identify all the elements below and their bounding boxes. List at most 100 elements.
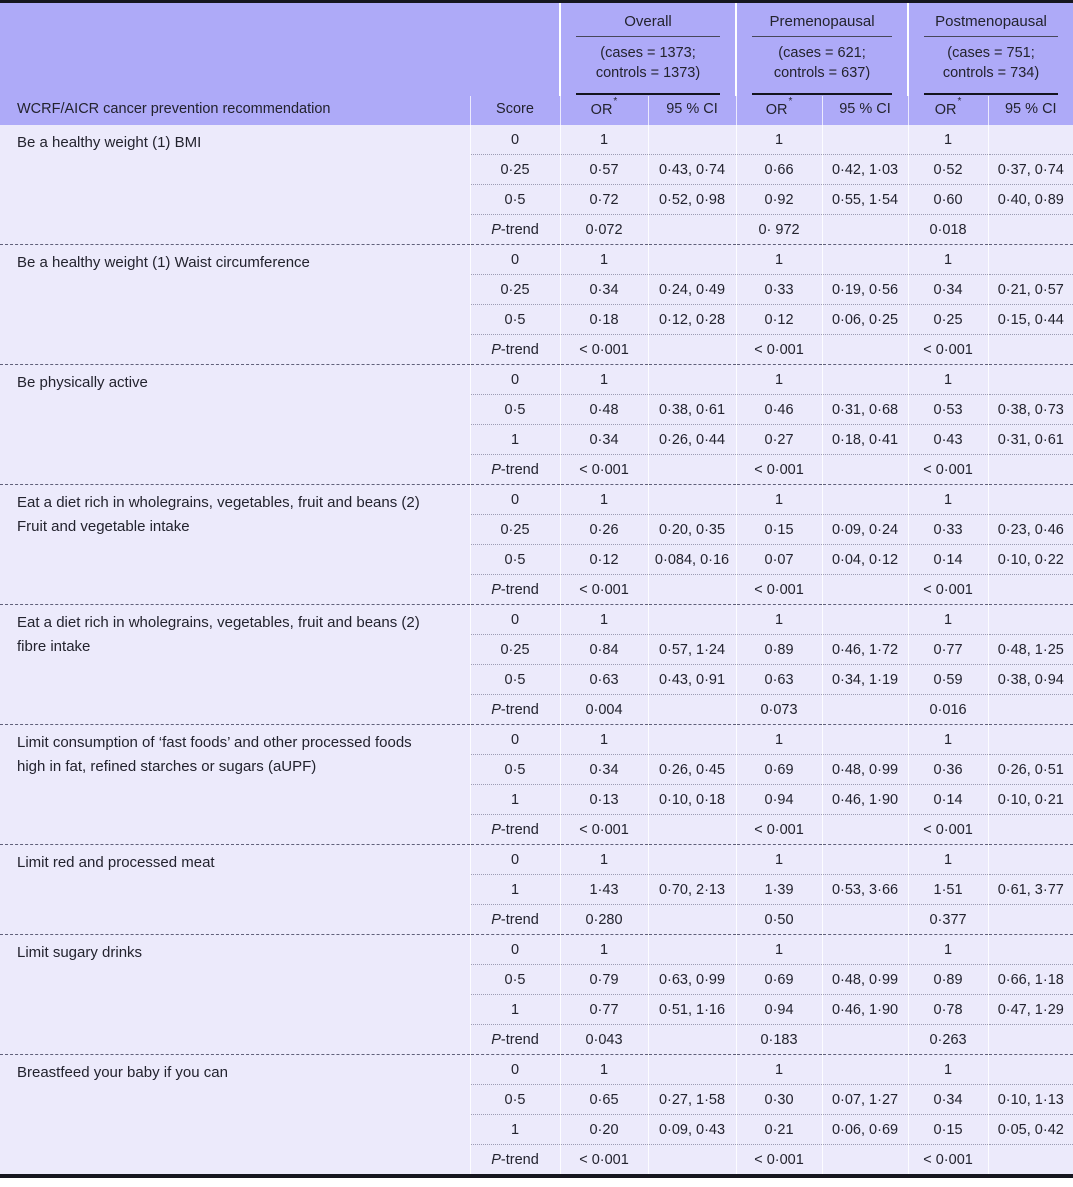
ci-value [987, 844, 1073, 875]
recommendation-column-header: WCRF/AICR cancer prevention recommendati… [0, 95, 470, 126]
p-italic: P [491, 581, 501, 598]
ci-value [987, 694, 1073, 725]
ci-value [821, 454, 909, 485]
ci-value: 0·05, 0·42 [987, 1114, 1073, 1145]
ci-value [821, 724, 909, 755]
or-value: 1 [735, 364, 823, 395]
or-value: 1 [907, 484, 989, 515]
group-header-postmenopausal: Postmenopausal [907, 1, 1073, 35]
ci-value: 0·20, 0·35 [647, 514, 737, 545]
score-cell: 0·5 [469, 304, 560, 335]
score-cell: 0 [469, 724, 560, 755]
ci-value: 0·084, 0·16 [647, 544, 737, 575]
or-value: 1 [907, 244, 989, 275]
or-value: < 0·001 [735, 1144, 823, 1177]
ci-value [647, 214, 737, 245]
or-value: 0·52 [907, 154, 989, 185]
ci-value [821, 484, 909, 515]
ci-value [987, 364, 1073, 395]
or-value: 0·27 [735, 424, 823, 455]
ci-value: 0·26, 0·51 [987, 754, 1073, 785]
ci-value [647, 844, 737, 875]
ci-value [647, 125, 737, 155]
or-value: 0·60 [907, 184, 989, 215]
or-value: < 0·001 [735, 814, 823, 845]
table-row: 0·5 0·79 0·63, 0·99 0·69 0·48, 0·99 0·89 0·66,… [0, 964, 1073, 995]
ci-value [647, 604, 737, 635]
ci-value: 0·55, 1·54 [821, 184, 909, 215]
or-value: 1 [907, 604, 989, 635]
recommendation-label: Breastfeed your baby if you can [0, 1054, 470, 1177]
score-cell: 0·25 [469, 514, 560, 545]
ci-value [987, 1024, 1073, 1055]
ci-value: 0·38, 0·61 [647, 394, 737, 425]
or-value: 0·004 [559, 694, 648, 725]
header-spacer [0, 35, 560, 96]
or-value: < 0·001 [559, 574, 648, 605]
ci-column-header-overall: 95 % CI [647, 95, 737, 126]
p-italic: P [491, 1031, 501, 1048]
cases-line: (cases = 1373; [600, 45, 696, 61]
or-value: 0·34 [559, 274, 648, 305]
or-value: 0·043 [559, 1024, 648, 1055]
ci-value [647, 484, 737, 515]
ci-value: 0·34, 1·19 [821, 664, 909, 695]
or-value: 1 [735, 604, 823, 635]
recommendation-label: Be a healthy weight (1) BMI [0, 125, 470, 245]
recommendation-label: Limit red and processed meat [0, 844, 470, 935]
ci-value: 0·38, 0·94 [987, 664, 1073, 695]
ci-value: 0·63, 0·99 [647, 964, 737, 995]
score-cell: 0·5 [469, 754, 560, 785]
table-row: P-trend 0·280 0·50 0·377 [0, 904, 1073, 935]
or-value: 0·63 [735, 664, 823, 695]
ci-value: 0·09, 0·24 [821, 514, 909, 545]
or-value: 1 [559, 604, 648, 635]
p-trend-label: P-trend [469, 1144, 560, 1177]
cases-line: (cases = 751; [947, 45, 1035, 61]
ci-column-header-postmenopausal: 95 % CI [987, 95, 1073, 126]
score-cell: 0 [469, 934, 560, 965]
table-row: 0·25 0·57 0·43, 0·74 0·66 0·42, 1·03 0·52 0·37… [0, 154, 1073, 185]
or-value: 0·377 [907, 904, 989, 935]
ci-value: 0·10, 0·18 [647, 784, 737, 815]
ci-value: 0·10, 0·21 [987, 784, 1073, 815]
ci-value [647, 244, 737, 275]
or-value: 0·89 [735, 634, 823, 665]
or-value: 0·69 [735, 964, 823, 995]
controls-line: controls = 637) [773, 65, 871, 82]
score-cell: 0·25 [469, 154, 560, 185]
or-value: < 0·001 [559, 454, 648, 485]
ci-value: 0·31, 0·68 [821, 394, 909, 425]
ci-value: 0·46, 1·90 [821, 994, 909, 1025]
or-value: 0·92 [735, 184, 823, 215]
or-value: 0·34 [907, 274, 989, 305]
ci-value [821, 334, 909, 365]
cases-cell-overall: (cases = 1373; controls = 1373) [558, 35, 737, 96]
or-value: 1 [735, 244, 823, 275]
ci-value: 0·61, 3·77 [987, 874, 1073, 905]
or-value: 0·63 [559, 664, 648, 695]
or-value: 1 [907, 724, 989, 755]
ci-value: 0·26, 0·44 [647, 424, 737, 455]
or-value: 0·016 [907, 694, 989, 725]
table-row: 0·25 0·26 0·20, 0·35 0·15 0·09, 0·24 0·33 0·23… [0, 514, 1073, 545]
cases-cell-premenopausal: (cases = 621; controls = 637) [735, 35, 909, 96]
or-value: 0·12 [735, 304, 823, 335]
ci-value [987, 454, 1073, 485]
score-column-header: Score [469, 95, 560, 126]
or-value: 0·073 [735, 694, 823, 725]
score-cell: 0 [469, 844, 560, 875]
or-value: 1 [559, 1054, 648, 1085]
or-value: 1 [907, 125, 989, 155]
or-value: 0·66 [735, 154, 823, 185]
or-value: 0·65 [559, 1084, 648, 1115]
or-value: < 0·001 [735, 334, 823, 365]
table-body: Be a healthy weight (1) BMI 0 1 1 1 0·25 0·57 0… [0, 125, 1073, 1177]
or-value: 1 [735, 484, 823, 515]
ci-value [647, 1054, 737, 1085]
or-value: 0·33 [907, 514, 989, 545]
recommendation-label: Eat a diet rich in wholegrains, vegetabl… [0, 484, 470, 605]
table-row: Limit consumption of ‘fast foods’ and ot… [0, 724, 1073, 845]
p-italic: P [491, 341, 501, 358]
